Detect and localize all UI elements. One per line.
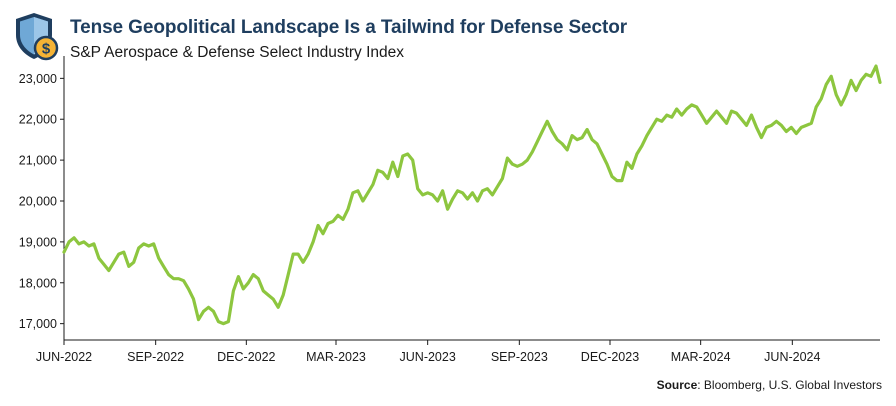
x-tick-label: JUN-2022: [36, 350, 92, 364]
x-tick-label: DEC-2023: [581, 350, 639, 364]
y-tick-label: 19,000: [19, 235, 57, 249]
source-note: Source: Bloomberg, U.S. Global Investors: [657, 378, 882, 392]
y-tick-label: 23,000: [19, 72, 57, 86]
x-tick-label: JUN-2023: [400, 350, 456, 364]
source-label: Source: [656, 378, 698, 392]
x-tick-label: MAR-2024: [671, 350, 731, 364]
x-tick-label: MAR-2023: [306, 350, 366, 364]
y-tick-label: 17,000: [19, 317, 57, 331]
svg-text:$: $: [42, 41, 51, 58]
chart-series: [62, 64, 882, 326]
chart-axes: 17,000 18,000 19,000 20,000 21,000 22,000 23,0…: [19, 56, 880, 364]
x-tick-label: SEP-2022: [127, 350, 184, 364]
chart-subtitle: S&P Aerospace & Defense Select Industry …: [70, 44, 405, 61]
source-text: : Bloomberg, U.S. Global Investors: [697, 378, 882, 392]
y-tick-label: 18,000: [19, 276, 57, 290]
y-tick-label: 22,000: [19, 113, 57, 127]
x-tick-label: JUN-2024: [764, 350, 820, 364]
chart-title: Tense Geopolitical Landscape Is a Tailwi…: [70, 17, 628, 38]
x-tick-label: SEP-2023: [491, 350, 548, 364]
y-tick-label: 20,000: [19, 195, 57, 209]
chart-header: $ Tense Geopolitical Landscape Is a Tail…: [6, 6, 886, 66]
y-tick-label: 21,000: [19, 154, 57, 168]
x-tick-label: DEC-2022: [217, 350, 275, 364]
series-line: [62, 64, 882, 326]
shield-dollar-icon: $: [10, 10, 62, 62]
